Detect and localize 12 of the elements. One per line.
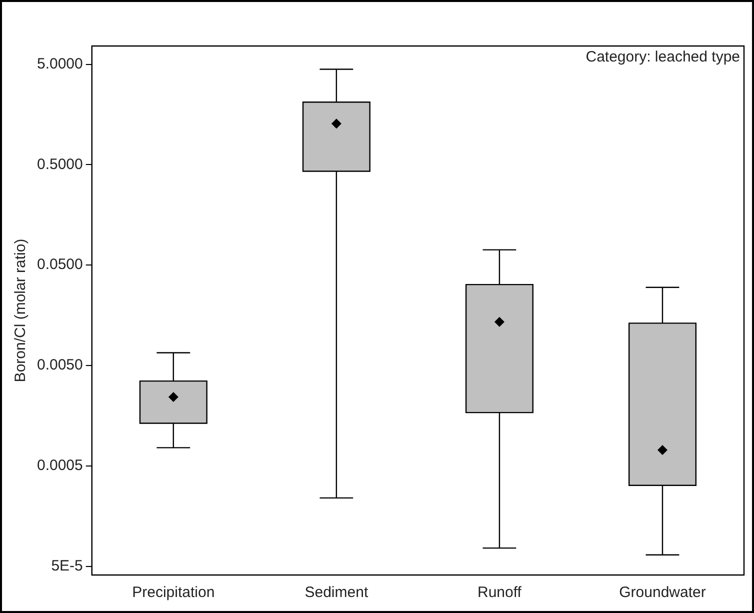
annotation: Category: leached type	[586, 48, 740, 66]
x-tick-label: Runoff	[477, 584, 522, 602]
y-tick-label: 5E-5	[51, 557, 83, 574]
x-tick-label: Groundwater	[619, 584, 706, 602]
y-tick-label: 0.0005	[36, 457, 83, 474]
y-tick-label: 5.0000	[36, 55, 83, 72]
y-axis-title: Boron/Cl (molar ratio)	[12, 238, 30, 382]
x-tick-label: Sediment	[304, 584, 369, 602]
x-tick-label: Precipitation	[132, 584, 215, 602]
y-tick-label: 0.0500	[36, 256, 83, 274]
y-tick-label: 0.0050	[36, 356, 83, 374]
y-tick-label: 0.5000	[36, 156, 83, 173]
